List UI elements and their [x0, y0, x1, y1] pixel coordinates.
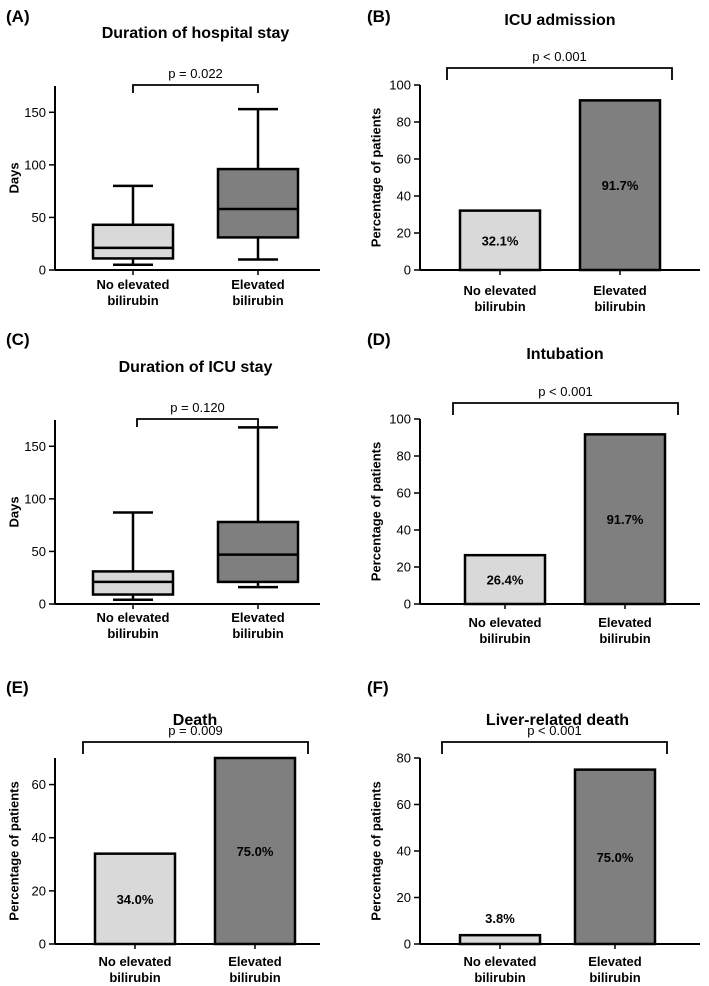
bar-e-0	[93, 852, 177, 946]
y-tick-label-d-0: 0	[404, 597, 411, 612]
data-label-d-0: 26.4%	[487, 573, 524, 588]
y-tick-label-c-2: 100	[24, 491, 46, 506]
y-tick-label-c-0: 0	[39, 597, 46, 612]
y-tick-label-b-4: 80	[397, 115, 411, 130]
significance-bracket-e	[82, 741, 309, 754]
y-tick-label-b-3: 60	[397, 152, 411, 167]
category-label-a-0: No elevated bilirubin	[97, 277, 170, 308]
category-label-c-0: No elevated bilirubin	[97, 610, 170, 641]
y-tick-label-f-4: 80	[397, 751, 411, 766]
category-label-d-1: Elevated bilirubin	[598, 615, 652, 646]
y-tick-label-e-1: 20	[32, 883, 46, 898]
data-label-e-0: 34.0%	[117, 892, 154, 907]
y-tick-label-f-0: 0	[404, 937, 411, 952]
panel-label-c: (C)	[6, 330, 30, 349]
y-tick-label-f-2: 40	[397, 844, 411, 859]
y-tick-label-f-1: 20	[397, 890, 411, 905]
p-value-b: p < 0.001	[532, 49, 587, 64]
y-tick-label-b-0: 0	[404, 263, 411, 278]
significance-bracket-a	[132, 84, 259, 93]
y-tick-label-d-4: 80	[397, 449, 411, 464]
panel-label-d: (D)	[367, 330, 391, 349]
y-tick-label-d-5: 100	[389, 412, 411, 427]
y-tick-label-b-1: 20	[397, 226, 411, 241]
data-label-b-1: 91.7%	[602, 178, 639, 193]
bar-d-0	[463, 553, 547, 606]
bar-f-1	[573, 768, 657, 946]
y-axis-label-d: Percentage of patients	[369, 442, 384, 581]
category-label-d-0: No elevated bilirubin	[469, 615, 542, 646]
p-value-d: p < 0.001	[538, 384, 593, 399]
panel-label-f: (F)	[367, 678, 389, 697]
p-value-f: p < 0.001	[527, 723, 582, 738]
y-tick-label-d-1: 20	[397, 560, 411, 575]
panel-label-e: (E)	[6, 678, 29, 697]
category-label-f-1: Elevated bilirubin	[588, 954, 642, 985]
data-label-b-0: 32.1%	[482, 233, 519, 248]
y-tick-label-a-2: 100	[24, 157, 46, 172]
p-value-c: p = 0.120	[170, 400, 225, 415]
y-axis-label-e: Percentage of patients	[7, 781, 22, 920]
bar-b-1	[578, 99, 662, 272]
bar-f-0	[458, 933, 542, 946]
significance-bracket-d	[452, 402, 679, 415]
panel-title-f: Liver-related death	[486, 712, 629, 729]
bar-d-1	[583, 433, 667, 606]
y-tick-label-e-3: 60	[32, 777, 46, 792]
category-label-a-1: Elevated bilirubin	[231, 277, 285, 308]
y-tick-label-b-2: 40	[397, 189, 411, 204]
significance-bracket-c	[136, 418, 259, 427]
p-value-e: p = 0.009	[168, 723, 223, 738]
y-tick-label-a-0: 0	[39, 263, 46, 278]
bar-b-0	[458, 209, 542, 272]
y-tick-label-d-3: 60	[397, 486, 411, 501]
panel-label-b: (B)	[367, 7, 391, 26]
p-value-a: p = 0.022	[168, 66, 223, 81]
panel-title-b: ICU admission	[504, 12, 615, 29]
category-label-e-1: Elevated bilirubin	[228, 954, 282, 985]
category-label-c-1: Elevated bilirubin	[231, 610, 285, 641]
y-axis-label-a: Days	[7, 162, 22, 193]
category-label-b-0: No elevated bilirubin	[464, 283, 537, 314]
category-label-b-1: Elevated bilirubin	[593, 283, 647, 314]
y-axis-label-b: Percentage of patients	[369, 108, 384, 247]
y-tick-label-a-3: 150	[24, 105, 46, 120]
y-tick-label-d-2: 40	[397, 523, 411, 538]
category-label-f-0: No elevated bilirubin	[464, 954, 537, 985]
data-label-f-0: 3.8%	[485, 911, 515, 926]
y-axis-label-c: Days	[7, 496, 22, 527]
panel-title-e: Death	[173, 712, 217, 729]
data-label-f-1: 75.0%	[597, 850, 634, 865]
box-a-1	[216, 167, 300, 239]
panel-title-d: Intubation	[526, 346, 603, 363]
y-tick-label-b-5: 100	[389, 78, 411, 93]
y-tick-label-f-3: 60	[397, 797, 411, 812]
category-label-e-0: No elevated bilirubin	[99, 954, 172, 985]
y-tick-label-e-0: 0	[39, 937, 46, 952]
data-label-e-1: 75.0%	[237, 844, 274, 859]
bar-e-1	[213, 756, 297, 946]
y-tick-label-c-1: 50	[32, 544, 46, 559]
data-label-d-1: 91.7%	[607, 512, 644, 527]
significance-bracket-f	[441, 741, 668, 754]
panel-title-a: Duration of hospital stay	[102, 25, 290, 42]
y-tick-label-e-2: 40	[32, 830, 46, 845]
y-axis-label-f: Percentage of patients	[369, 781, 384, 920]
panel-title-c: Duration of ICU stay	[119, 359, 273, 376]
box-c-1	[216, 520, 300, 584]
significance-bracket-b	[446, 67, 673, 80]
y-tick-label-c-3: 150	[24, 439, 46, 454]
y-tick-label-a-1: 50	[32, 210, 46, 225]
panel-label-a: (A)	[6, 7, 30, 26]
box-a-0	[91, 223, 175, 260]
